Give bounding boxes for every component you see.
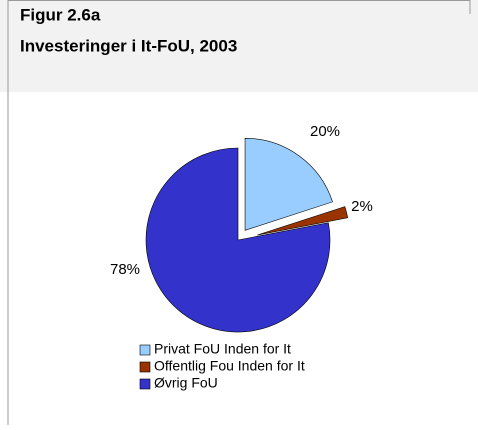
legend-label: Offentlig Fou Inden for It <box>154 358 305 374</box>
legend-label: Øvrig FoU <box>154 375 218 391</box>
data-label: 2% <box>351 198 373 215</box>
pie-slice <box>244 137 333 231</box>
data-label: 20% <box>310 123 340 140</box>
legend-swatch <box>139 361 151 373</box>
pie-slice <box>257 206 349 236</box>
chart-title: Figur 2.6a <box>20 5 101 24</box>
legend-label: Privat FoU Inden for It <box>154 341 291 357</box>
data-label: 78% <box>110 261 140 278</box>
header-background <box>0 0 478 92</box>
legend-swatch <box>139 378 151 390</box>
pie-slice <box>145 147 331 333</box>
legend-swatch <box>139 344 151 356</box>
chart-subtitle: Investeringer i It-FoU, 2003 <box>20 36 237 55</box>
